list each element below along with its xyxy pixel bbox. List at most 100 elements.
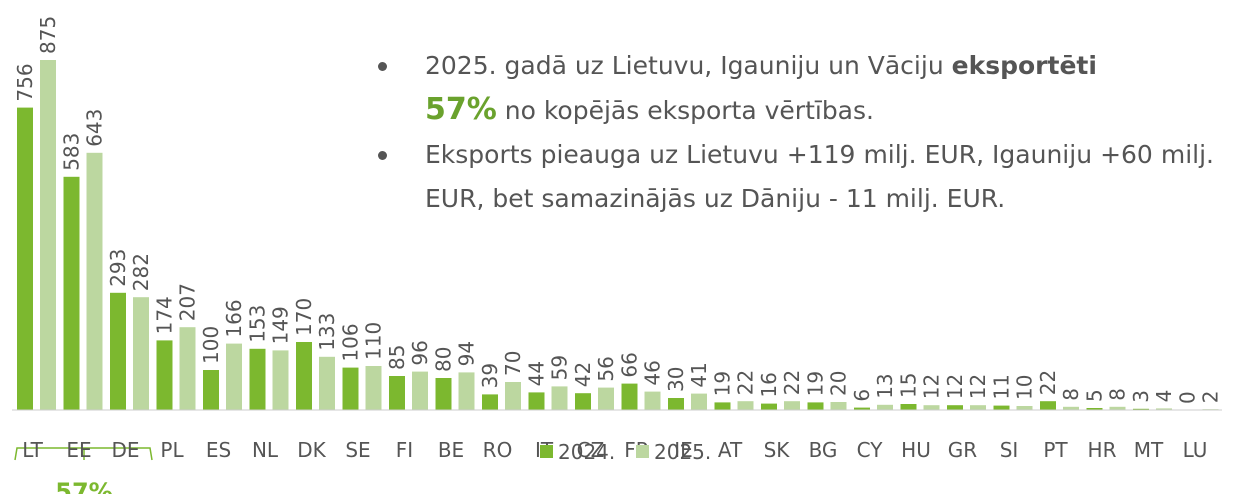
bracket: [14, 447, 153, 461]
value-label: 12: [966, 374, 990, 399]
x-tick-label: SE: [345, 438, 370, 462]
bold-text: eksportēti: [951, 51, 1097, 80]
value-label: 106: [339, 323, 363, 361]
value-label: 2: [1199, 390, 1223, 403]
x-tick-label: MT: [1134, 438, 1164, 462]
highlight: 57%: [425, 92, 497, 127]
x-tick-label: CZ: [577, 438, 605, 462]
bracket-label: 57%: [55, 478, 112, 494]
bar: [691, 393, 707, 410]
x-tick-label: CY: [857, 438, 884, 462]
bar: [272, 350, 289, 410]
bullet: Eksports pieauga uz Lietuvu +119 milj. E…: [378, 133, 1214, 221]
value-label: 8: [1059, 388, 1083, 401]
bar: [714, 402, 731, 410]
bar: [598, 387, 614, 410]
bar: [644, 391, 661, 410]
legend-label: 2025.: [654, 440, 711, 464]
value-label: 12: [920, 374, 944, 399]
text: Eksports pieauga uz Lietuvu +119 milj. E…: [425, 140, 1214, 213]
value-label: 100: [199, 326, 223, 364]
value-label: 94: [455, 341, 479, 366]
bar: [668, 398, 684, 410]
bar: [203, 370, 219, 410]
x-tick-label: HR: [1088, 438, 1117, 462]
value-label: 85: [385, 345, 409, 370]
value-label: 133: [315, 313, 339, 351]
bar: [17, 107, 33, 410]
x-tick-label: ES: [206, 438, 231, 462]
value-label: 153: [246, 305, 270, 343]
bar: [970, 405, 986, 410]
bar: [528, 392, 545, 410]
bar: [110, 292, 126, 410]
x-tick-label: DE: [111, 438, 139, 462]
value-label: 10: [1013, 375, 1037, 400]
x-tick-label: AT: [718, 438, 743, 462]
value-label: 19: [804, 371, 828, 396]
value-label: 70: [501, 351, 525, 376]
bar: [389, 376, 405, 410]
value-label: 56: [594, 356, 618, 381]
value-label: 207: [176, 283, 200, 321]
value-label: 42: [571, 362, 595, 387]
x-tick-label: IE: [674, 438, 693, 462]
value-label: 16: [757, 372, 781, 397]
value-label: 66: [618, 352, 642, 377]
x-tick-label: SK: [764, 438, 791, 462]
value-label: 46: [641, 360, 665, 385]
x-tick-label: NL: [252, 438, 279, 462]
value-label: 22: [780, 370, 804, 395]
bar: [900, 404, 917, 410]
bar: [1156, 408, 1172, 410]
bullet: 2025. gadā uz Lietuvu, Igauniju un Vācij…: [378, 44, 1214, 133]
bar: [458, 372, 475, 410]
bar: [621, 383, 638, 410]
notes: 2025. gadā uz Lietuvu, Igauniju un Vācij…: [378, 44, 1214, 221]
x-tick-label: LT: [22, 438, 43, 462]
bar: [830, 402, 847, 410]
bar: [249, 348, 266, 410]
bar: [40, 60, 56, 410]
value-label: 4: [1152, 390, 1176, 403]
x-tick-label: DK: [297, 438, 326, 462]
value-label: 149: [269, 306, 293, 344]
value-label: 8: [1106, 388, 1130, 401]
value-label: 22: [1036, 370, 1060, 395]
value-label: 41: [687, 362, 711, 387]
bar: [505, 382, 521, 410]
value-label: 166: [222, 299, 246, 337]
bar: [854, 407, 870, 410]
value-label: 756: [13, 63, 37, 101]
bar: [86, 152, 103, 411]
x-tick-label: BE: [438, 438, 464, 462]
bar: [296, 342, 312, 410]
bar: [63, 176, 80, 410]
legend-swatch: [636, 445, 649, 458]
value-label: 110: [362, 322, 386, 360]
bar: [1040, 401, 1056, 410]
value-label: 59: [548, 355, 572, 380]
x-tick-label: GR: [948, 438, 977, 462]
value-label: 15: [897, 373, 921, 398]
value-label: 11: [990, 374, 1014, 399]
bar: [761, 403, 777, 410]
value-label: 20: [827, 371, 851, 396]
text: 2025. gadā uz Lietuvu, Igauniju un Vācij…: [425, 51, 952, 80]
bar: [947, 405, 963, 410]
bar: [1016, 406, 1033, 410]
value-label: 19: [711, 371, 735, 396]
value-label: 583: [60, 133, 84, 171]
bar: [784, 401, 800, 410]
value-label: 293: [106, 249, 130, 287]
value-label: 22: [734, 370, 758, 395]
x-tick-label: EE: [66, 438, 91, 462]
value-label: 96: [408, 340, 432, 365]
bar: [923, 405, 940, 410]
bar: [1086, 408, 1103, 410]
bar: [482, 394, 498, 410]
bar: [551, 386, 568, 410]
x-tick-label: BG: [809, 438, 838, 462]
bar: [1109, 406, 1126, 410]
